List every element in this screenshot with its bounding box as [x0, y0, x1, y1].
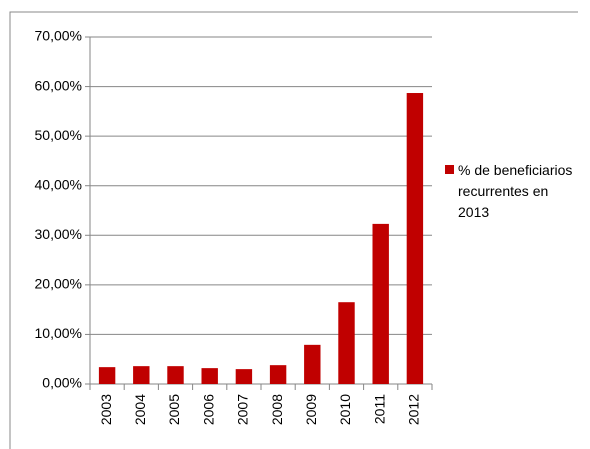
bar: [269, 365, 287, 384]
bar: [167, 366, 184, 384]
bar: [406, 93, 424, 384]
bar: [304, 344, 321, 384]
bar: [338, 302, 355, 384]
y-tick-label: 20,00%: [35, 276, 82, 292]
y-tick-label: 30,00%: [35, 226, 82, 242]
bar: [372, 223, 389, 384]
bar: [235, 369, 253, 384]
x-tick-label: 2003: [98, 394, 114, 425]
x-tick-label: 2008: [269, 394, 285, 425]
x-tick-label: 2006: [200, 394, 216, 425]
legend-swatch: [445, 165, 454, 174]
y-tick-label: 40,00%: [35, 176, 82, 192]
x-tick-label: 2010: [337, 394, 353, 425]
bar: [98, 367, 116, 384]
legend-label: % de beneficiarios recurrentes en 2013: [458, 162, 573, 220]
bar: [133, 366, 150, 384]
bar: [201, 368, 218, 384]
x-tick-label: 2007: [235, 394, 251, 425]
chart-frame: [9, 11, 578, 449]
y-tick-label: 10,00%: [35, 325, 82, 341]
x-tick-label: 2004: [132, 394, 148, 425]
y-tick-label: 0,00%: [42, 375, 82, 391]
y-tick-label: 60,00%: [35, 77, 82, 93]
x-tick-label: 2012: [406, 394, 422, 425]
x-tick-label: 2011: [371, 394, 387, 424]
y-tick-label: 50,00%: [35, 127, 82, 143]
y-tick-label: 70,00%: [35, 28, 82, 44]
x-tick-label: 2005: [166, 394, 182, 425]
x-tick-label: 2009: [303, 394, 319, 425]
